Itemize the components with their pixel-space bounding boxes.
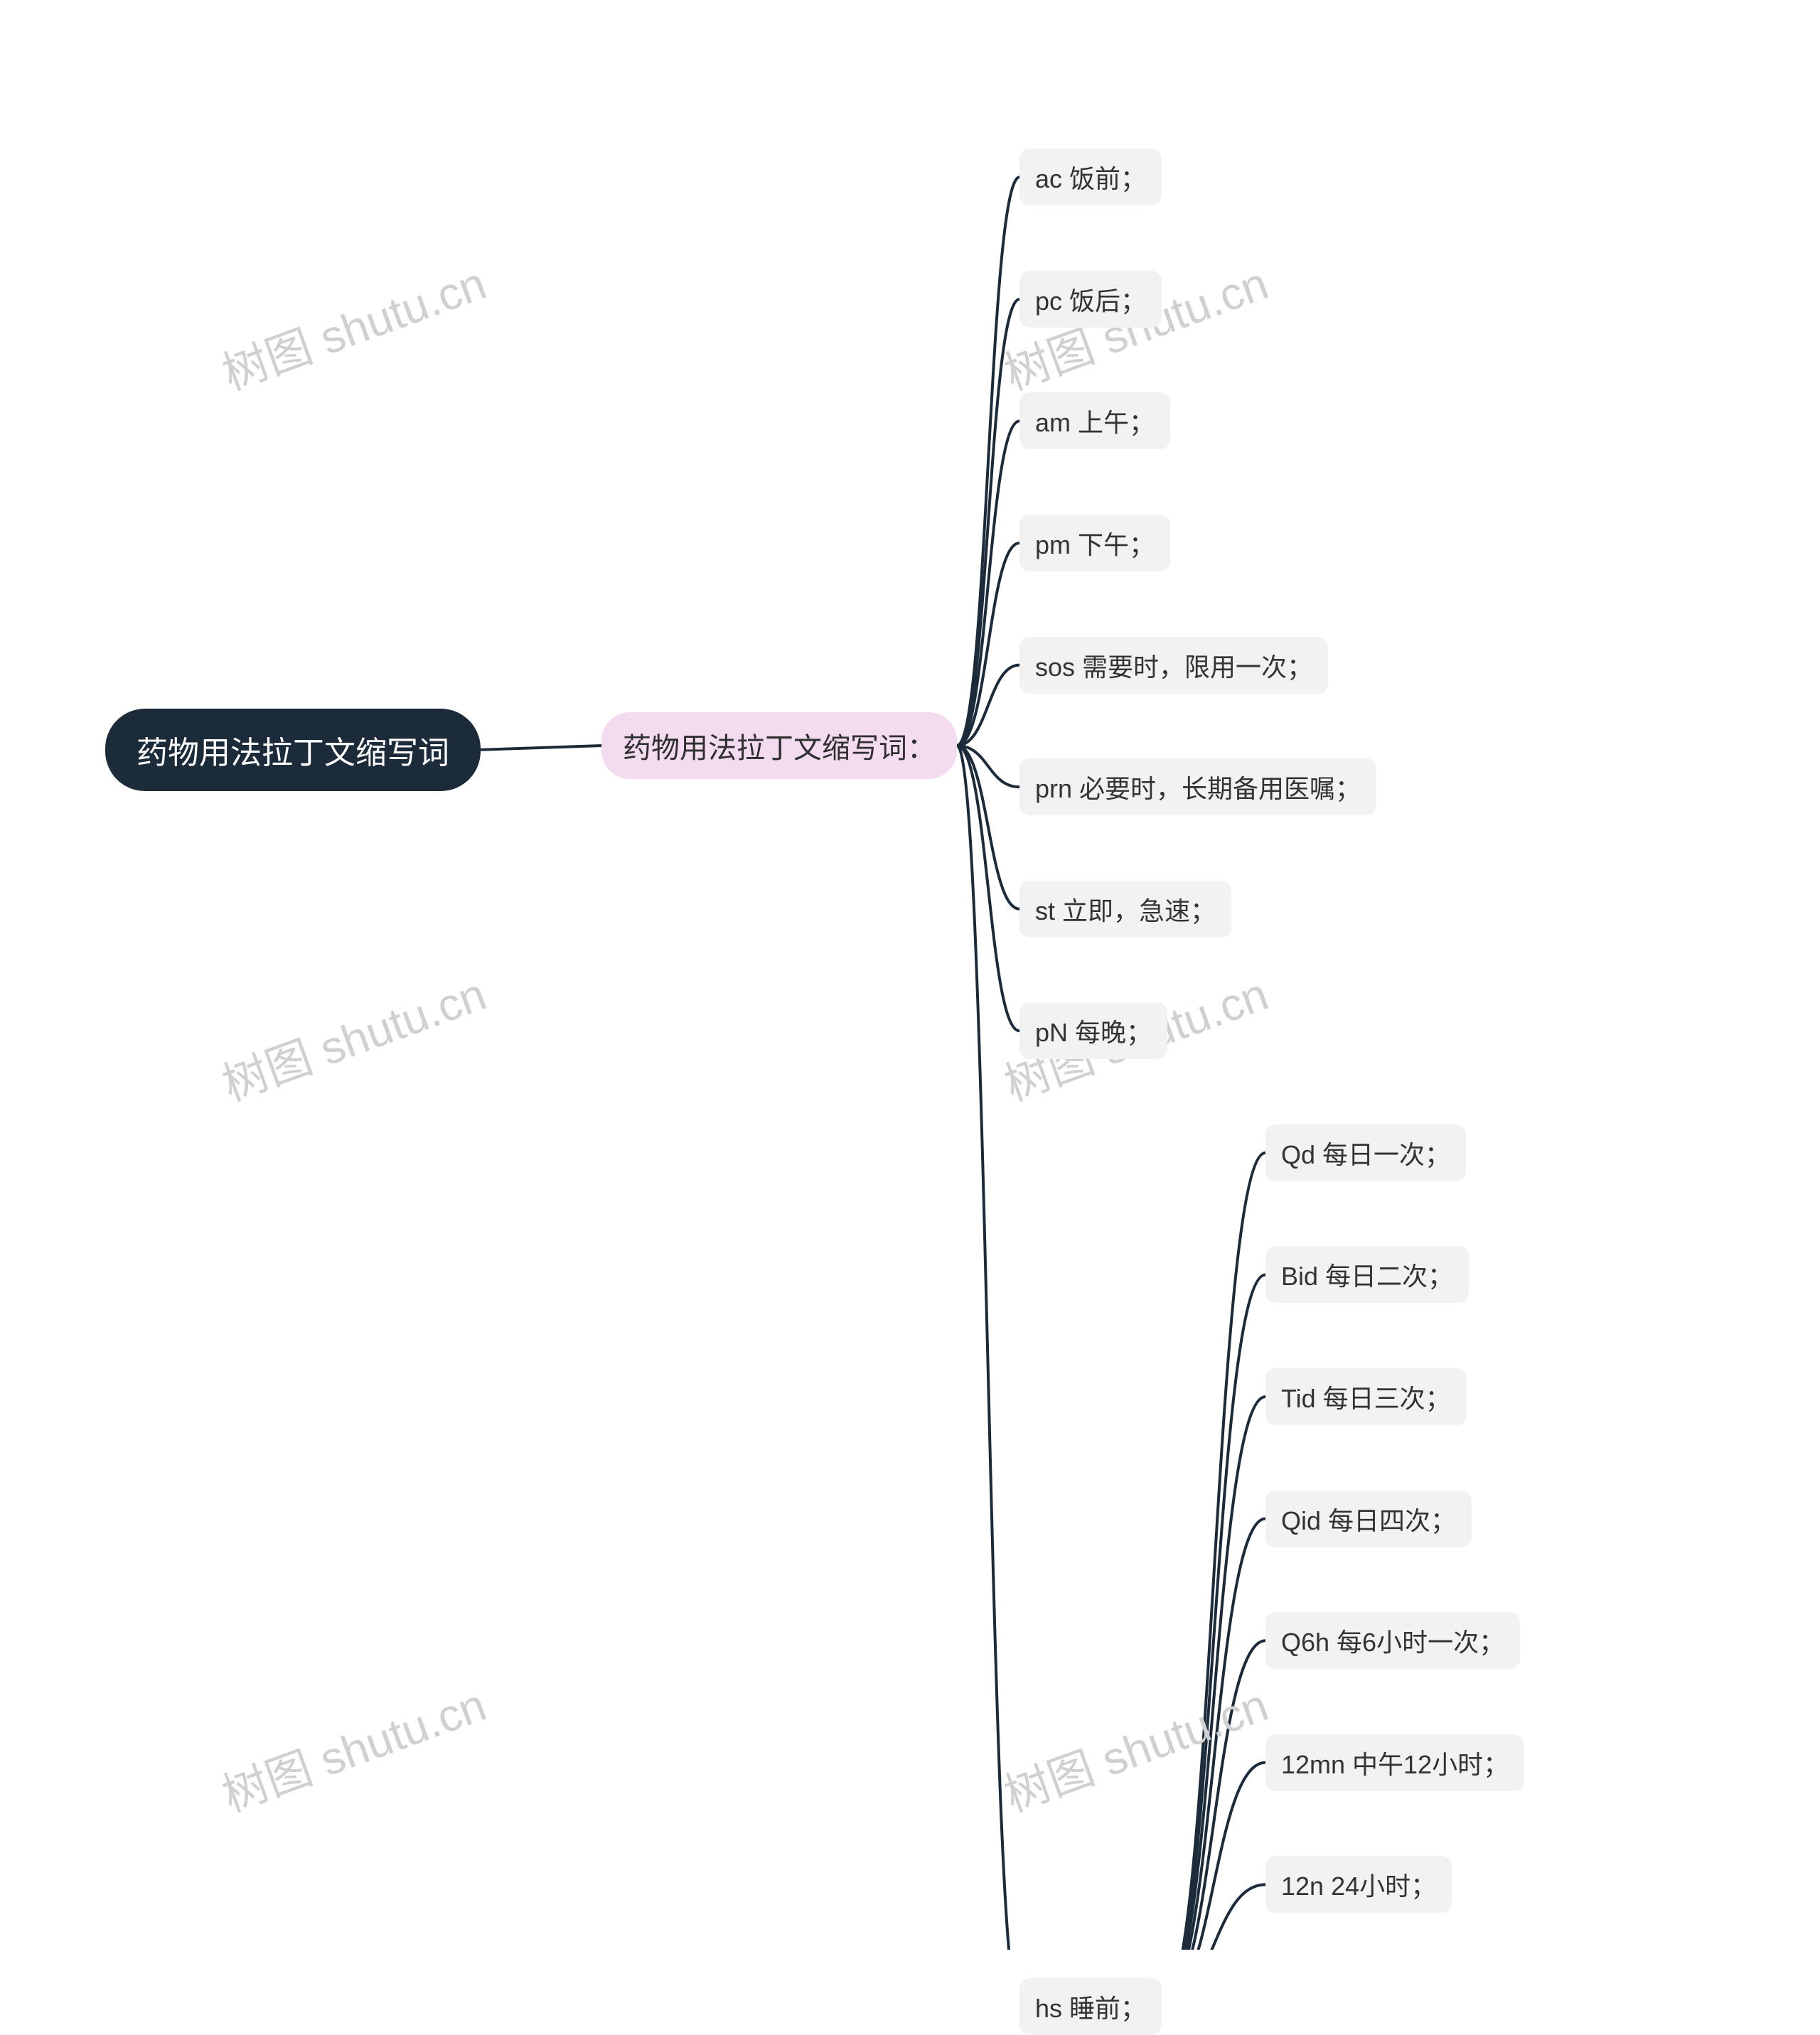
level3-node-qid[interactable]: Qid 每日四次； bbox=[1265, 1491, 1472, 1547]
watermark: 树图 shutu.cn bbox=[213, 958, 494, 1114]
level3-node-bid[interactable]: Bid 每日二次； bbox=[1265, 1246, 1469, 1303]
watermark: 树图 shutu.cn bbox=[213, 247, 494, 403]
level2-node-prn[interactable]: prn 必要时，长期备用医嘱； bbox=[1019, 758, 1376, 815]
connector-layer bbox=[0, 0, 1820, 1950]
level2-node-sos[interactable]: sos 需要时，限用一次； bbox=[1019, 637, 1328, 694]
level3-node-12n[interactable]: 12n 24小时； bbox=[1265, 1856, 1452, 1913]
level2-node-am[interactable]: am 上午； bbox=[1019, 392, 1170, 449]
level2-node-hs[interactable]: hs 睡前； bbox=[1019, 1978, 1162, 2035]
watermark: 树图 shutu.cn bbox=[995, 1669, 1276, 1825]
level3-node-qd[interactable]: Qd 每日一次； bbox=[1265, 1124, 1466, 1181]
level2-node-pc[interactable]: pc 饭后； bbox=[1019, 271, 1162, 328]
level1-node[interactable]: 药物用法拉丁文缩写词： bbox=[601, 712, 957, 779]
watermark: 树图 shutu.cn bbox=[213, 1669, 494, 1825]
mindmap-canvas: 树图 shutu.cn 树图 shutu.cn 树图 shutu.cn 树图 shut… bbox=[0, 0, 1820, 1950]
root-node[interactable]: 药物用法拉丁文缩写词 bbox=[105, 709, 481, 791]
level2-node-pn[interactable]: pN 每晚； bbox=[1019, 1002, 1167, 1059]
level3-node-tid[interactable]: Tid 每日三次； bbox=[1265, 1368, 1467, 1425]
level3-node-q6h[interactable]: Q6h 每6小时一次； bbox=[1265, 1612, 1520, 1669]
level3-node-12mn[interactable]: 12mn 中午12小时； bbox=[1265, 1734, 1524, 1791]
level2-node-st[interactable]: st 立即，急速； bbox=[1019, 881, 1231, 938]
level2-node-pm[interactable]: pm 下午； bbox=[1019, 515, 1170, 571]
level2-node-ac[interactable]: ac 饭前； bbox=[1019, 149, 1162, 205]
